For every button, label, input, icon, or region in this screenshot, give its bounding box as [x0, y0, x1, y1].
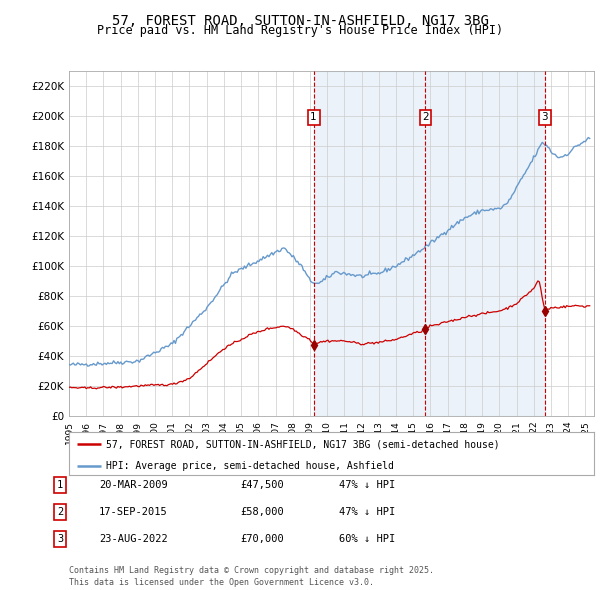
Text: 2: 2 [57, 507, 63, 517]
Text: £47,500: £47,500 [240, 480, 284, 490]
Text: 3: 3 [57, 535, 63, 544]
Text: 3: 3 [541, 113, 548, 122]
Bar [314, 71, 545, 416]
Text: Price paid vs. HM Land Registry's House Price Index (HPI): Price paid vs. HM Land Registry's House … [97, 24, 503, 37]
Text: Contains HM Land Registry data © Crown copyright and database right 2025.
This d: Contains HM Land Registry data © Crown c… [69, 566, 434, 587]
Text: 57, FOREST ROAD, SUTTON-IN-ASHFIELD, NG17 3BG (semi-detached house): 57, FOREST ROAD, SUTTON-IN-ASHFIELD, NG1… [106, 440, 499, 450]
Text: 1: 1 [310, 113, 317, 122]
Text: £70,000: £70,000 [240, 535, 284, 544]
Text: HPI: Average price, semi-detached house, Ashfield: HPI: Average price, semi-detached house,… [106, 461, 394, 471]
Text: 23-AUG-2022: 23-AUG-2022 [99, 535, 168, 544]
Text: 1: 1 [57, 480, 63, 490]
Text: 57, FOREST ROAD, SUTTON-IN-ASHFIELD, NG17 3BG: 57, FOREST ROAD, SUTTON-IN-ASHFIELD, NG1… [112, 14, 488, 28]
Text: 60% ↓ HPI: 60% ↓ HPI [339, 535, 395, 544]
Text: 2: 2 [422, 113, 429, 122]
Text: 47% ↓ HPI: 47% ↓ HPI [339, 507, 395, 517]
Text: 47% ↓ HPI: 47% ↓ HPI [339, 480, 395, 490]
Text: 17-SEP-2015: 17-SEP-2015 [99, 507, 168, 517]
Text: £58,000: £58,000 [240, 507, 284, 517]
Text: 20-MAR-2009: 20-MAR-2009 [99, 480, 168, 490]
